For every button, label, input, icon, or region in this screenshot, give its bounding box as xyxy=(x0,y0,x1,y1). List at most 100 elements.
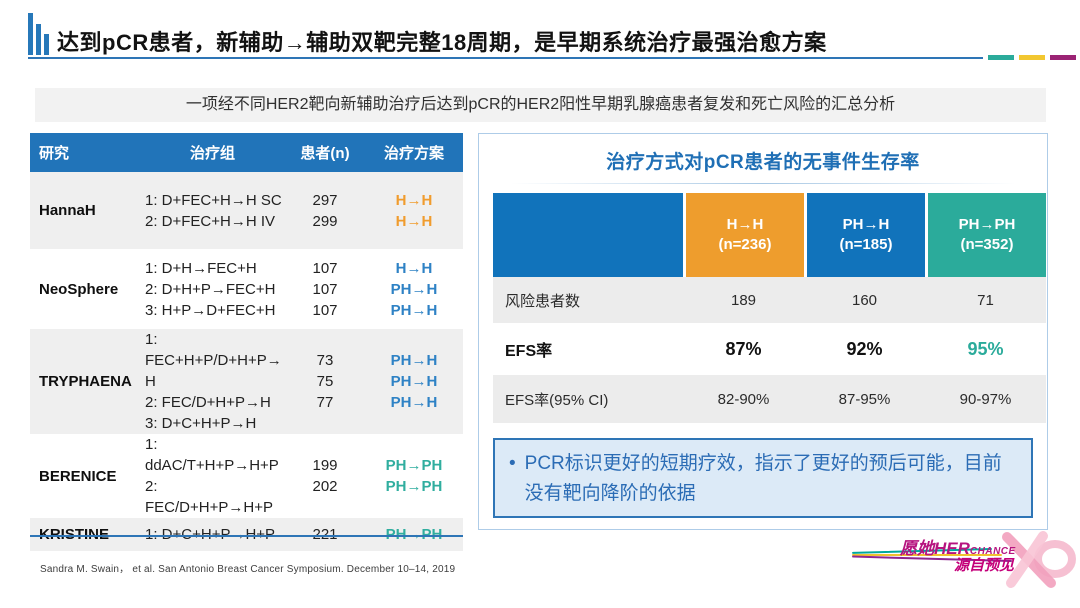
patient-count: 299 xyxy=(312,212,338,230)
treatment-group-line: 1: D+C+H+P→H+P xyxy=(145,524,285,545)
efs-row: EFS率(95% CI) 82-90% 87-95% 90-97% xyxy=(493,375,1046,423)
patient-count: 73 xyxy=(316,352,334,369)
patient-count: 297 xyxy=(312,191,338,209)
patient-count-cell: 199 202 xyxy=(285,434,365,518)
treatment-group-line: 2: D+H+P→FEC+H xyxy=(145,280,276,298)
page-title: 达到pCR患者，新辅助→辅助双靶完整18周期，是早期系统治疗最强治愈方案 xyxy=(57,30,827,55)
treatment-group-line: 1: D+FEC+H→H SC xyxy=(145,191,282,209)
treatment-group-cell: 1: D+FEC+H→H SC 2: D+FEC+H→H IV xyxy=(140,172,285,249)
slide-header: 达到pCR患者，新辅助→辅助双靶完整18周期，是早期系统治疗最强治愈方案 xyxy=(0,0,1080,62)
treatment-group-cell: 1: D+H→FEC+H 2: D+H+P→FEC+H 3: H+P→D+FEC+H xyxy=(140,249,285,329)
treatment-group-line: 1: xyxy=(145,331,158,348)
treatment-group-line: ddAC/T+H+P→H+P xyxy=(145,457,279,474)
efs-col-header: PH→H (n=185) xyxy=(804,193,925,277)
patient-count: 107 xyxy=(312,259,338,277)
logo-stripes xyxy=(852,531,1013,571)
treatment-group-line: 1: D+H→FEC+H xyxy=(145,259,257,277)
accent-dash-teal xyxy=(988,55,1014,60)
treatment-scheme: PH→H xyxy=(390,373,438,390)
treatment-scheme: PH→H xyxy=(390,394,438,411)
study-row: TRYPHAENA 1: FEC+H+P/D+H+P→ H 2: FEC/D+H+P→H… xyxy=(30,329,463,434)
studies-header-row: 研究 治疗组 患者(n) 治疗方案 xyxy=(30,133,463,172)
treatment-group-cell: 1: FEC+H+P/D+H+P→ H 2: FEC/D+H+P→H 3: D+C+H+… xyxy=(140,329,285,434)
treatment-scheme: PH→PH xyxy=(385,478,443,495)
accent-dash-yellow xyxy=(1019,55,1045,60)
logo-stripe xyxy=(852,554,1002,556)
conclusion-text: PCR标识更好的短期疗效，指示了更好的预后可能，目前没有靶向降阶的依据 xyxy=(524,453,1002,504)
efs-panel: 治疗方式对pCR患者的无事件生存率 H→H (n=236) PH→H (n=185) P… xyxy=(478,133,1048,530)
treatment-scheme-cell: PH→PH xyxy=(365,518,463,551)
patient-count: 107 xyxy=(312,280,338,298)
treatment-scheme-cell: H→H PH→H PH→H xyxy=(365,249,463,329)
efs-value: 92% xyxy=(846,338,883,359)
study-name: HannaH xyxy=(39,202,96,219)
treatment-scheme-cell: PH→H PH→H PH→H xyxy=(365,329,463,434)
treatment-scheme-cell: H→H H→H xyxy=(365,172,463,249)
patient-count: 221 xyxy=(285,524,365,545)
efs-row: EFS率 87% 92% 95% xyxy=(493,323,1046,375)
title-underline xyxy=(28,57,983,59)
patient-count-cell: 221 xyxy=(285,518,365,551)
studies-table: 研究 治疗组 患者(n) 治疗方案 HannaH 1: D+FEC+H→H SC 2: D… xyxy=(30,133,463,551)
efs-row-label: 风险患者数 xyxy=(493,277,683,323)
efs-col-label: PH→PH xyxy=(958,216,1016,233)
efs-value: 90-97% xyxy=(925,375,1046,423)
treatment-group-line: 2: FEC/D+H+P→H+P xyxy=(145,478,273,516)
efs-col-label: PH→H xyxy=(842,216,890,233)
bar-chart-icon xyxy=(28,13,49,55)
patient-count: 202 xyxy=(312,478,338,495)
efs-col-sub: (n=185) xyxy=(839,236,893,253)
efs-value: 95% xyxy=(967,338,1004,359)
study-name: TRYPHAENA xyxy=(39,373,132,390)
treatment-group-line: 3: D+C+H+P→H xyxy=(145,415,257,432)
treatment-group-cell: 1: D+C+H+P→H+P xyxy=(140,518,285,551)
studies-col-header: 治疗组 xyxy=(189,145,235,162)
efs-col-header: PH→PH (n=352) xyxy=(925,193,1046,277)
treatment-scheme: PH→H xyxy=(390,352,438,369)
citation: Sandra M. Swain， et al. San Antonio Brea… xyxy=(40,564,456,575)
patient-count: 77 xyxy=(316,394,334,411)
logo-line2: 源自预见 xyxy=(954,557,1015,574)
efs-col-label: H→H xyxy=(726,216,764,233)
treatment-scheme: PH→H xyxy=(390,301,438,319)
efs-col-header: H→H (n=236) xyxy=(683,193,804,277)
treatment-scheme: H→H xyxy=(395,259,433,277)
study-row: HannaH 1: D+FEC+H→H SC 2: D+FEC+H→H IV 297 2… xyxy=(30,172,463,249)
studies-col-header: 患者(n) xyxy=(300,145,350,162)
conclusion-callout: • PCR标识更好的短期疗效，指示了更好的预后可能，目前没有靶向降阶的依据 xyxy=(493,438,1033,518)
study-row: BERENICE 1: ddAC/T+H+P→H+P 2: FEC/D+H+P→H+P… xyxy=(30,434,463,518)
treatment-scheme-cell: PH→PH PH→PH xyxy=(365,434,463,518)
study-name: BERENICE xyxy=(39,467,117,485)
efs-table-body: 风险患者数 189 160 71 EFS率 87% 92% 95% EFS率(95% CI) 82… xyxy=(493,277,1046,423)
efs-value: 82-90% xyxy=(683,375,804,423)
treatment-group-cell: 1: ddAC/T+H+P→H+P 2: FEC/D+H+P→H+P xyxy=(140,434,285,518)
pink-ribbon-icon xyxy=(1002,531,1076,588)
treatment-group-line: H xyxy=(145,373,156,390)
treatment-group-line: 2: D+FEC+H→H IV xyxy=(145,212,276,230)
studies-col-header: 治疗方案 xyxy=(383,145,444,162)
efs-row: 风险患者数 189 160 71 xyxy=(493,277,1046,323)
efs-panel-title: 治疗方式对pCR患者的无事件生存率 xyxy=(606,152,920,173)
treatment-group-line: 2: FEC/D+H+P→H xyxy=(145,394,271,411)
patient-count-cell: 107 107 107 xyxy=(285,249,365,329)
accent-dash-purple xyxy=(1050,55,1076,60)
studies-table-body: HannaH 1: D+FEC+H→H SC 2: D+FEC+H→H IV 297 2… xyxy=(30,172,463,551)
efs-col-sub: (n=352) xyxy=(960,236,1014,253)
efs-corner-cell xyxy=(493,193,683,277)
study-name: KRISTINE xyxy=(30,518,140,551)
efs-value: 71 xyxy=(925,277,1046,323)
patient-count: 199 xyxy=(312,457,338,474)
efs-value: 87-95% xyxy=(804,375,925,423)
efs-table: H→H (n=236) PH→H (n=185) PH→PH (n=352) 风险患者数 1… xyxy=(493,193,1046,423)
efs-row-label: EFS率(95% CI) xyxy=(493,375,683,423)
treatment-scheme: PH→H xyxy=(390,280,438,298)
patient-count-cell: 297 299 xyxy=(285,172,365,249)
efs-value: 160 xyxy=(804,277,925,323)
logo-her-text: HER xyxy=(934,539,970,558)
treatment-scheme: PH→PH xyxy=(365,524,463,545)
treatment-group-line: 1: xyxy=(145,436,158,453)
efs-title-rule xyxy=(510,183,1016,184)
study-row: NeoSphere 1: D+H→FEC+H 2: D+H+P→FEC+H 3: H+… xyxy=(30,249,463,329)
treatment-scheme: H→H xyxy=(395,191,433,209)
